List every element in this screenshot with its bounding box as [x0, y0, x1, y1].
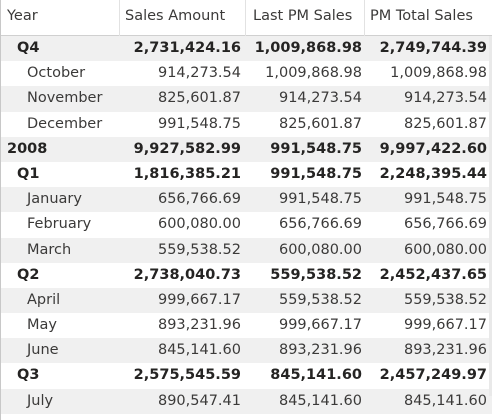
- row-header-label[interactable]: October: [27, 65, 86, 82]
- table-row-subtotal[interactable]: Q3 2,575,545.59 845,141.60 2,457,249.97: [1, 363, 492, 388]
- row-header-label[interactable]: March: [27, 241, 72, 258]
- row-header-label[interactable]: July: [27, 392, 54, 409]
- cell-pm-total-sales: 914,273.54: [403, 90, 487, 107]
- column-header-pm-total-sales[interactable]: PM Total Sales: [370, 8, 473, 24]
- row-header-label[interactable]: November: [27, 90, 103, 107]
- cell-last-pm-sales: 991,548.75: [278, 191, 362, 208]
- cell-last-pm-sales: 559,538.52: [270, 266, 362, 283]
- column-divider: [245, 0, 246, 36]
- row-header-label[interactable]: May: [27, 317, 57, 334]
- table-row[interactable]: July 890,547.41 845,141.60 845,141.60: [1, 388, 492, 414]
- cell-last-pm-sales: 559,538.52: [278, 291, 362, 308]
- table-row[interactable]: November 825,601.87 914,273.54 914,273.54: [1, 86, 492, 112]
- cell-last-pm-sales: 600,080.00: [278, 241, 362, 258]
- cell-sales-amount: 914,273.54: [157, 65, 241, 82]
- cell-last-pm-sales: 1,009,868.98: [265, 65, 362, 82]
- cell-pm-total-sales: 559,538.52: [403, 291, 487, 308]
- table-row[interactable]: December 991,548.75 825,601.87 825,601.87: [1, 112, 492, 137]
- cell-pm-total-sales: 845,141.60: [403, 392, 487, 409]
- row-header-label[interactable]: June: [27, 342, 59, 359]
- cell-sales-amount: 1,816,385.21: [133, 165, 241, 182]
- table-row[interactable]: June 845,141.60 893,231.96 893,231.96: [1, 338, 492, 364]
- table-row[interactable]: March 559,538.52 600,080.00 600,080.00: [1, 237, 492, 263]
- table-row[interactable]: February 600,080.00 656,766.69 656,766.69: [1, 212, 492, 237]
- matrix-body: Q4 2,731,424.16 1,009,868.98 2,749,744.39 Oc…: [1, 36, 492, 414]
- row-header-label[interactable]: Q2: [17, 266, 40, 283]
- cell-pm-total-sales: 999,667.17: [403, 317, 487, 334]
- cell-pm-total-sales: 991,548.75: [403, 191, 487, 208]
- row-header-label[interactable]: Q3: [17, 367, 40, 384]
- cell-last-pm-sales: 845,141.60: [278, 392, 362, 409]
- row-header-label[interactable]: February: [27, 216, 92, 233]
- cell-sales-amount: 559,538.52: [157, 241, 241, 258]
- column-header-sales-amount[interactable]: Sales Amount: [125, 8, 226, 24]
- cell-last-pm-sales: 991,548.75: [270, 140, 362, 157]
- table-row[interactable]: May 893,231.96 999,667.17 999,667.17: [1, 313, 492, 338]
- column-header-last-pm-sales[interactable]: Last PM Sales: [253, 8, 353, 24]
- table-row-subtotal[interactable]: Q1 1,816,385.21 991,548.75 2,248,395.44: [1, 162, 492, 187]
- cell-pm-total-sales: 893,231.96: [403, 342, 487, 359]
- cell-pm-total-sales: 656,766.69: [403, 216, 487, 233]
- cell-sales-amount: 825,601.87: [157, 90, 241, 107]
- table-row[interactable]: October 914,273.54 1,009,868.98 1,009,868.9…: [1, 61, 492, 86]
- cell-pm-total-sales: 825,601.87: [403, 115, 487, 132]
- row-header-label[interactable]: December: [27, 115, 103, 132]
- cell-pm-total-sales: 600,080.00: [403, 241, 487, 258]
- column-divider: [119, 0, 120, 36]
- cell-pm-total-sales: 2,457,249.97: [379, 367, 487, 384]
- table-row-subtotal[interactable]: Q4 2,731,424.16 1,009,868.98 2,749,744.39: [1, 36, 492, 62]
- row-header-label[interactable]: 2008: [7, 140, 48, 157]
- cell-sales-amount: 600,080.00: [157, 216, 241, 233]
- cell-pm-total-sales: 1,009,868.98: [390, 65, 487, 82]
- cell-sales-amount: 656,766.69: [157, 191, 241, 208]
- cell-last-pm-sales: 991,548.75: [270, 165, 362, 182]
- row-header-label[interactable]: January: [27, 191, 82, 208]
- column-header-year[interactable]: Year: [7, 8, 38, 24]
- cell-last-pm-sales: 845,141.60: [270, 367, 362, 384]
- cell-pm-total-sales: 2,452,437.65: [379, 266, 487, 283]
- cell-sales-amount: 2,575,545.59: [133, 367, 241, 384]
- cell-sales-amount: 991,548.75: [157, 115, 241, 132]
- cell-last-pm-sales: 1,009,868.98: [254, 40, 362, 56]
- cell-last-pm-sales: 914,273.54: [278, 90, 362, 107]
- cell-last-pm-sales: 825,601.87: [278, 115, 362, 132]
- table-row[interactable]: January 656,766.69 991,548.75 991,548.75: [1, 187, 492, 213]
- row-header-label[interactable]: April: [27, 291, 61, 308]
- cell-sales-amount: 9,927,582.99: [133, 140, 241, 157]
- column-divider: [364, 0, 365, 36]
- cell-last-pm-sales: 893,231.96: [278, 342, 362, 359]
- table-row-subtotal[interactable]: Q2 2,738,040.73 559,538.52 2,452,437.65: [1, 263, 492, 288]
- cell-last-pm-sales: 656,766.69: [278, 216, 362, 233]
- cell-pm-total-sales: 9,997,422.60: [379, 140, 487, 157]
- vertical-scrollbar[interactable]: [489, 36, 492, 396]
- cell-sales-amount: 845,141.60: [157, 342, 241, 359]
- cell-last-pm-sales: 999,667.17: [278, 317, 362, 334]
- row-header-label[interactable]: Q4: [17, 40, 40, 56]
- cell-sales-amount: 2,738,040.73: [133, 266, 241, 283]
- row-header-label[interactable]: Q1: [17, 165, 40, 182]
- cell-sales-amount: 893,231.96: [157, 317, 241, 334]
- column-header-row: Year Sales Amount Last PM Sales PM Total…: [1, 0, 492, 36]
- table-row-subtotal[interactable]: 2008 9,927,582.99 991,548.75 9,997,422.60: [1, 136, 492, 162]
- table-row[interactable]: April 999,667.17 559,538.52 559,538.52: [1, 287, 492, 314]
- cell-sales-amount: 999,667.17: [157, 291, 241, 308]
- cell-sales-amount: 890,547.41: [157, 392, 241, 409]
- cell-pm-total-sales: 2,248,395.44: [379, 165, 487, 182]
- cell-pm-total-sales: 2,749,744.39: [379, 40, 487, 56]
- cell-sales-amount: 2,731,424.16: [133, 40, 241, 56]
